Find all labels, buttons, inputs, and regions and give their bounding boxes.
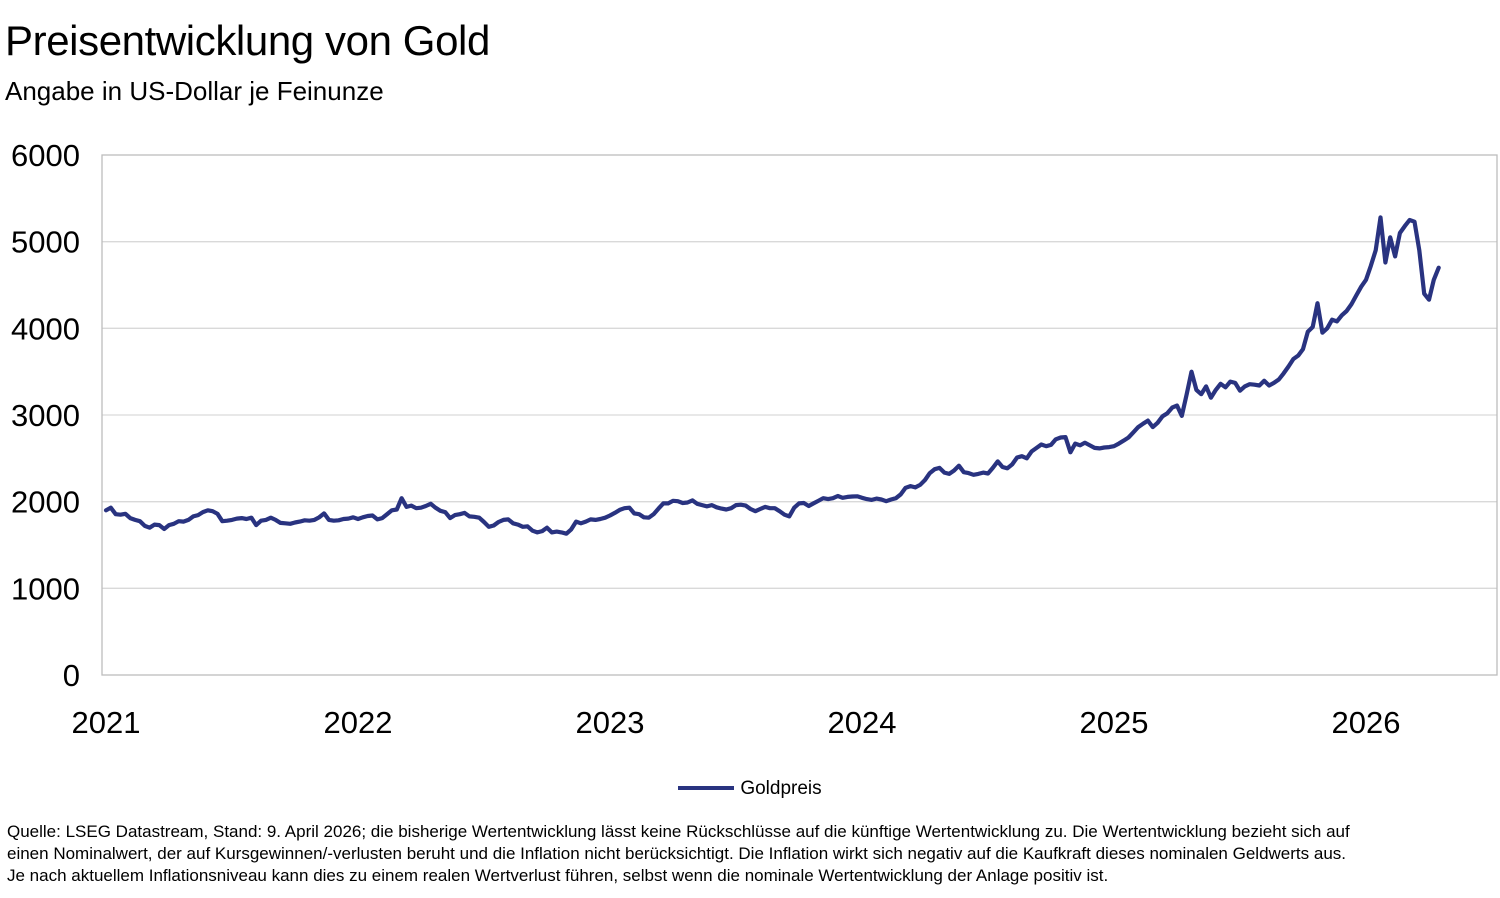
chart-legend: Goldpreis <box>0 775 1500 801</box>
disclaimer-line-3: Je nach aktuellem Inflationsniveau kann … <box>7 866 1109 885</box>
y-axis-label: 5000 <box>11 225 80 260</box>
disclaimer-line-1: Quelle: LSEG Datastream, Stand: 9. April… <box>7 822 1350 841</box>
goldpreis-legend-label: Goldpreis <box>740 777 822 799</box>
y-axis-label: 4000 <box>11 311 80 346</box>
x-axis-label: 2023 <box>576 705 645 740</box>
x-axis-label: 2022 <box>324 705 393 740</box>
x-axis-label: 2025 <box>1080 705 1149 740</box>
y-axis-label: 1000 <box>11 571 80 606</box>
y-axis-label: 0 <box>63 658 80 693</box>
plot-border <box>101 154 1498 676</box>
chart-subtitle: Angabe in US-Dollar je Feinunze <box>5 76 384 106</box>
y-axis-label: 2000 <box>11 485 80 520</box>
y-axis-label: 6000 <box>11 140 80 173</box>
source-disclaimer: Quelle: LSEG Datastream, Stand: 9. April… <box>7 821 1493 887</box>
x-axis-label: 2024 <box>828 705 897 740</box>
goldpreis-legend-line-swatch <box>678 786 735 790</box>
disclaimer-line-2: einen Nominalwert, der auf Kursgewinnen/… <box>7 844 1346 863</box>
x-axis-label: 2021 <box>72 705 141 740</box>
x-axis-label: 2026 <box>1332 705 1401 740</box>
chart-title: Preisentwicklung von Gold <box>5 17 490 64</box>
gold-price-line-chart: 0 1000 2000 3000 4000 5000 6000 2021 2022 2023 202… <box>11 140 1498 740</box>
goldpreis-line <box>103 215 1441 536</box>
y-axis-label: 3000 <box>11 398 80 433</box>
